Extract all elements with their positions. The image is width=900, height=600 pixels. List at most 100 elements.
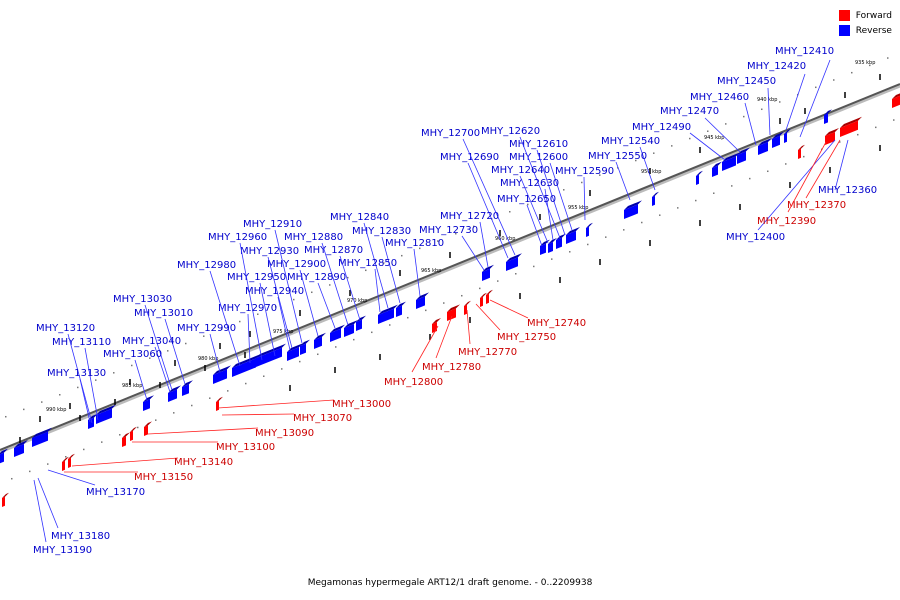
gene-top: [330, 324, 345, 333]
gene-body: [182, 384, 189, 396]
label-leader-line: [785, 73, 806, 131]
kbp-tick-label: 980 kbp: [198, 356, 218, 362]
upper-dot: [383, 262, 385, 264]
kbp-tick-label: 970 kbp: [347, 298, 367, 304]
gene-top: [216, 396, 223, 402]
gene-top: [122, 432, 130, 438]
reverse-gene-glyph: [548, 238, 557, 253]
gene-body: [840, 120, 858, 137]
upper-dot: [347, 276, 349, 279]
label-leader-line: [536, 149, 566, 236]
gene-top: [14, 440, 28, 448]
gene-label-mhy-13110: MHY_13110: [52, 337, 111, 348]
gene-label-mhy-12360: MHY_12360: [818, 185, 877, 196]
forward-gene-glyph: [2, 492, 9, 507]
upper-dot: [671, 145, 673, 147]
gene-label-mhy-12840: MHY_12840: [330, 212, 389, 223]
gene-top: [624, 200, 642, 210]
upper-dot: [41, 401, 43, 403]
label-leader-line: [519, 136, 561, 239]
lower-dot: [191, 404, 193, 407]
kbp-tick-label: 985 kbp: [122, 383, 142, 389]
label-leader-line: [79, 378, 91, 423]
gene-top: [712, 161, 722, 168]
label-leader-line: [704, 117, 741, 153]
upper-dot: [743, 115, 745, 118]
lower-dot: [515, 273, 517, 275]
gene-top: [344, 320, 358, 328]
lower-dot: [371, 331, 373, 334]
label-leader-line: [544, 188, 554, 241]
reverse-gene-glyph: [696, 170, 703, 185]
gene-label-mhy-13130: MHY_13130: [47, 368, 106, 379]
gene-label-mhy-13190: MHY_13190: [33, 545, 92, 556]
label-leader-line: [639, 146, 656, 191]
gene-body: [824, 113, 828, 124]
gene-features: [0, 93, 900, 507]
upper-dot: [275, 306, 277, 308]
gene-body: [480, 296, 483, 307]
gene-label-mhy-13150: MHY_13150: [134, 472, 193, 483]
gene-top: [758, 138, 772, 146]
label-leader-line: [209, 333, 221, 373]
label-leader-line: [239, 242, 263, 361]
kbp-tick-label: 940 kbp: [757, 97, 777, 103]
forward-gene-glyph: [216, 396, 223, 411]
gene-top: [68, 453, 75, 459]
lower-dot: [317, 353, 319, 356]
gene-label-mhy-12990: MHY_12990: [177, 323, 236, 334]
lower-dot: [605, 236, 607, 238]
reverse-gene-glyph: [652, 191, 659, 206]
backbone-shadow: [0, 84, 900, 454]
gene-body: [737, 151, 746, 164]
upper-dot: [509, 211, 511, 213]
gene-top: [256, 343, 286, 358]
gene-label-mhy-12610: MHY_12610: [509, 139, 568, 150]
lower-dot: [533, 265, 535, 268]
forward-gene-glyph: [825, 128, 839, 145]
gene-label-mhy-13000: MHY_13000: [332, 399, 391, 410]
gene-top: [840, 116, 862, 128]
gene-label-mhy-13100: MHY_13100: [216, 442, 275, 453]
reverse-gene-glyph: [824, 109, 832, 124]
lower-dot: [227, 390, 229, 392]
upper-dot: [707, 130, 709, 132]
gene-label-mhy-12890: MHY_12890: [287, 272, 346, 283]
upper-dot: [311, 291, 313, 294]
gene-top: [182, 380, 193, 387]
upper-dot: [887, 57, 889, 59]
gene-label-mhy-12780: MHY_12780: [422, 362, 481, 373]
gene-body: [464, 304, 467, 315]
upper-dot: [221, 328, 223, 330]
gene-label-mhy-13140: MHY_13140: [174, 457, 233, 468]
reverse-gene-glyph: [213, 365, 231, 384]
gene-body: [168, 389, 177, 402]
forward-gene-glyph: [892, 93, 900, 108]
gene-label-mhy-12460: MHY_12460: [690, 92, 749, 103]
forward-swatch: [838, 10, 850, 21]
upper-dot: [689, 137, 691, 140]
gene-body: [892, 95, 900, 108]
reverse-gene-glyph: [344, 320, 358, 337]
gene-label-mhy-12910: MHY_12910: [243, 219, 302, 230]
gene-label-mhy-12640: MHY_12640: [491, 165, 550, 176]
lower-dot: [407, 316, 409, 319]
kbp-tick-label: 945 kbp: [704, 135, 724, 141]
lower-dot: [425, 309, 427, 312]
upper-dot: [563, 189, 565, 191]
upper-dot: [833, 79, 835, 81]
upper-dot: [95, 379, 97, 381]
label-leader-line: [267, 256, 293, 349]
gene-top: [566, 227, 580, 235]
gene-top: [32, 427, 52, 438]
label-leader-line: [363, 222, 389, 309]
label-leader-line: [277, 296, 291, 351]
gene-top: [287, 343, 303, 352]
gene-label-mhy-12700: MHY_12700: [421, 128, 480, 139]
gene-body: [482, 268, 490, 281]
gene-top: [824, 109, 832, 115]
gene-body: [540, 243, 546, 255]
label-leader-line: [33, 479, 47, 543]
gene-label-mhy-12930: MHY_12930: [240, 246, 299, 257]
